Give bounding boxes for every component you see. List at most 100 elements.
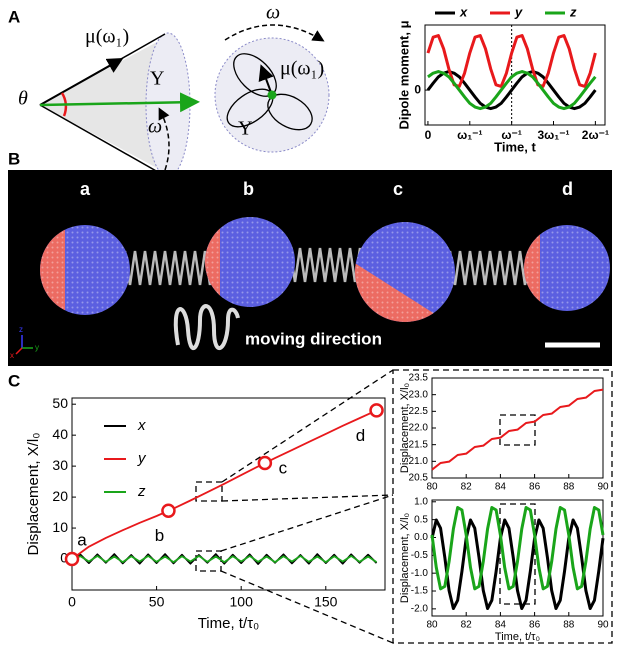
y-tick-label: 1.0 — [414, 496, 428, 507]
x-tick-label: 0 — [68, 593, 76, 609]
y-tick-label: 50 — [52, 395, 68, 411]
direction-helix — [173, 304, 240, 351]
series-line — [430, 518, 605, 610]
x-axis-label: Time, t — [494, 139, 536, 154]
x-tick-label: ω₁⁻¹ — [457, 128, 482, 142]
dipole-arrow — [258, 64, 274, 96]
y-tick-label: 0.5 — [414, 514, 428, 525]
x-tick-label: 2ω⁻¹ — [582, 128, 609, 142]
rotation-arrow — [158, 107, 170, 171]
x-tick-label: 82 — [461, 620, 473, 631]
plot-frame — [71, 397, 386, 591]
legend-label: z — [137, 483, 146, 500]
marker-label: d — [356, 426, 365, 445]
spring — [118, 250, 217, 286]
springs — [118, 247, 537, 286]
y-tick-label: 20 — [52, 488, 68, 504]
y-tick-label: -2.0 — [411, 604, 429, 615]
y-axis-label: Displacement, X/l₀ — [25, 433, 42, 556]
highlight-marker — [369, 403, 384, 418]
axis-glyph-label: x — [10, 351, 14, 360]
x-tick-label: 150 — [314, 593, 338, 609]
x-tick-label: 90 — [597, 482, 609, 493]
zoom-line — [220, 494, 394, 552]
zoom-line — [220, 570, 394, 644]
zoom-box — [195, 481, 223, 502]
series-line — [426, 70, 597, 111]
omega-label: ω — [266, 2, 280, 24]
mu-label: μ(ω₁) — [85, 26, 129, 48]
x-tick-label: 82 — [461, 482, 473, 493]
legend-label: z — [569, 4, 577, 19]
highlight-marker — [161, 503, 176, 518]
y-tick-label: 23.0 — [409, 389, 429, 400]
x-tick-label: 86 — [529, 620, 541, 631]
highlight-marker — [257, 455, 273, 471]
sphere-mesh — [205, 217, 295, 307]
lobe — [267, 93, 313, 131]
y-tick-label: 22.5 — [409, 406, 429, 417]
panel-label: B — [8, 149, 20, 168]
x-tick-label: ω⁻¹ — [501, 128, 521, 142]
rotation-arrow — [224, 24, 325, 42]
lobe-diagram: ω μ(ω₁) Y — [214, 2, 330, 153]
y-axis-label: Displacement, X/l₀ — [399, 383, 411, 473]
snapshot-label: b — [243, 179, 254, 199]
mu-label: μ(ω₁) — [280, 58, 324, 80]
omega-label: ω — [148, 116, 162, 138]
panel-label: C — [8, 371, 20, 390]
y-tick-label: 21.0 — [409, 456, 429, 467]
theta-label: θ — [18, 88, 28, 110]
x-axis-label: Time, t/τ₀ — [198, 615, 260, 632]
zoom-line — [221, 369, 394, 483]
x-tick-label: 50 — [149, 593, 165, 609]
axis-glyph-label: y — [35, 343, 39, 352]
x-tick-label: 90 — [597, 620, 609, 631]
y-tick-label: -1.0 — [411, 568, 429, 579]
y-tick-label: 21.5 — [409, 439, 429, 450]
snapshot-label: d — [562, 179, 573, 199]
series-line — [71, 555, 378, 564]
cone-body — [40, 35, 170, 175]
highlight-marker — [64, 551, 80, 567]
legend-label: x — [459, 4, 468, 19]
axis-arrow — [39, 92, 200, 113]
y-tick-label: 20.5 — [409, 473, 429, 484]
y-axis-label: Y — [238, 118, 252, 140]
direction-label: moving direction — [245, 329, 382, 348]
x-tick-label: 100 — [230, 593, 254, 609]
y-tick-label: 30 — [52, 457, 68, 473]
sphere-mesh — [355, 222, 455, 322]
spring — [443, 250, 537, 286]
legend-label: x — [137, 417, 146, 434]
plot-frame — [431, 499, 604, 617]
inset-zoom-box — [499, 414, 536, 446]
y-tick-label: 10 — [52, 519, 68, 535]
y-tick-label: 22.0 — [409, 423, 429, 434]
dipole-arrow — [39, 58, 124, 106]
x-tick-label: 88 — [563, 482, 575, 493]
x-tick-label: 86 — [529, 482, 541, 493]
cone-base — [145, 32, 191, 178]
sphere-mesh — [40, 225, 130, 315]
snapshot-label: c — [393, 179, 403, 199]
spring — [283, 247, 367, 283]
y-axis-label: Dipole moment, μ — [396, 20, 411, 129]
y-tick-label: 0 — [414, 82, 421, 96]
axis-glyph-label: z — [19, 325, 23, 334]
simulation-snapshot: a b c d moving direction z y x — [8, 170, 612, 366]
x-tick-label: 3ω₁⁻¹ — [537, 128, 569, 142]
series-line — [430, 506, 605, 591]
series-line — [71, 553, 378, 565]
x-tick-label: 88 — [563, 620, 575, 631]
x-tick-label: 84 — [495, 482, 507, 493]
y-axis-label: Y — [150, 68, 164, 90]
series-line — [431, 388, 604, 471]
x-tick-label: 0 — [425, 128, 432, 142]
x-tick-label: 84 — [495, 620, 507, 631]
panel-label: A — [8, 7, 20, 26]
y-tick-label: 40 — [52, 426, 68, 442]
sphere-mesh — [524, 225, 610, 311]
x-tick-label: 80 — [426, 620, 438, 631]
